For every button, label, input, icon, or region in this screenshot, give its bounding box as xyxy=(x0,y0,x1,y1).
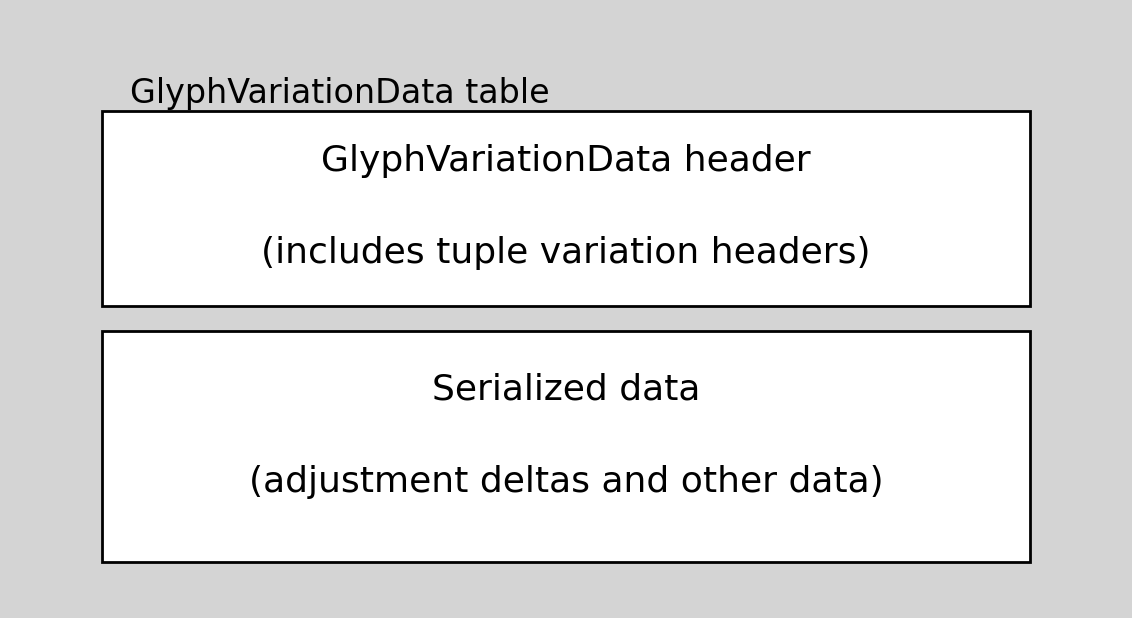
FancyBboxPatch shape xyxy=(102,331,1030,562)
Text: (adjustment deltas and other data): (adjustment deltas and other data) xyxy=(249,465,883,499)
Text: Serialized data: Serialized data xyxy=(431,372,701,407)
Text: GlyphVariationData header: GlyphVariationData header xyxy=(321,143,811,178)
Text: GlyphVariationData table: GlyphVariationData table xyxy=(130,77,550,110)
Text: (includes tuple variation headers): (includes tuple variation headers) xyxy=(261,236,871,271)
FancyBboxPatch shape xyxy=(102,111,1030,306)
